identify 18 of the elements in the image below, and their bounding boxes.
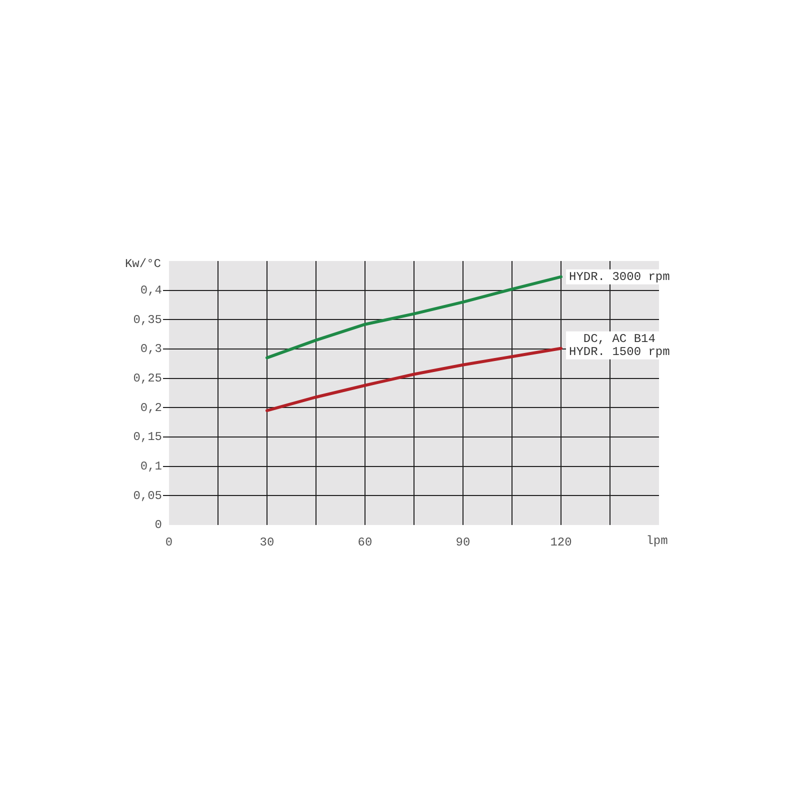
series-label: DC, AC B14 HYDR. 1500 rpm xyxy=(568,332,670,360)
x-tick-label: 0 xyxy=(165,535,173,550)
y-tick-label: 0,2 xyxy=(140,400,162,415)
y-tick-label: 0,4 xyxy=(140,284,162,298)
series-label: HYDR. 3000 rpm xyxy=(568,270,670,284)
y-tick-label: 0 xyxy=(154,518,162,532)
x-tick-label: 60 xyxy=(358,535,372,550)
y-axis-title: Kw/°C xyxy=(124,257,161,272)
y-tick-label: 0,3 xyxy=(140,342,162,356)
y-tick-label: 0,35 xyxy=(133,312,162,327)
x-axis-title: lpm xyxy=(646,534,668,548)
y-tick-label: 0,25 xyxy=(133,372,162,386)
y-tick-label: 0,15 xyxy=(133,430,162,444)
x-tick-label: 90 xyxy=(456,535,470,550)
y-tick-label: 0,05 xyxy=(133,488,162,503)
y-tick-label: 0,1 xyxy=(140,460,162,474)
x-tick-label: 120 xyxy=(550,535,572,550)
x-tick-label: 30 xyxy=(260,535,274,550)
